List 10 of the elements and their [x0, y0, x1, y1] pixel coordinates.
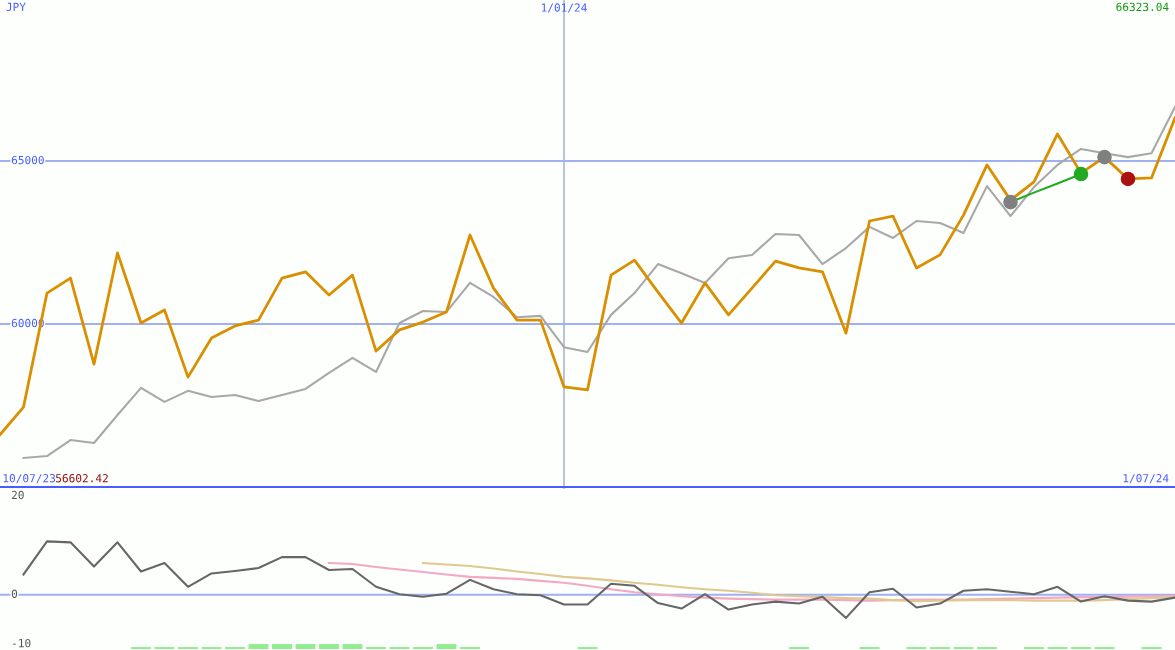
y-tick-label: 0 [11, 589, 18, 598]
annotation: 10/07/23 [3, 474, 56, 484]
x-tick-label: 1/01/24 [541, 3, 587, 13]
annotation: JPY [6, 2, 26, 12]
annotation: 1/07/24 [1123, 474, 1169, 484]
annotation: 56602.42 [56, 474, 108, 483]
y-tick-label: 20 [11, 490, 24, 500]
y-tick-label: -10 [13, 638, 31, 648]
y-tick-label: 65000 [11, 155, 44, 165]
annotation: 66323.04 [1116, 2, 1169, 12]
